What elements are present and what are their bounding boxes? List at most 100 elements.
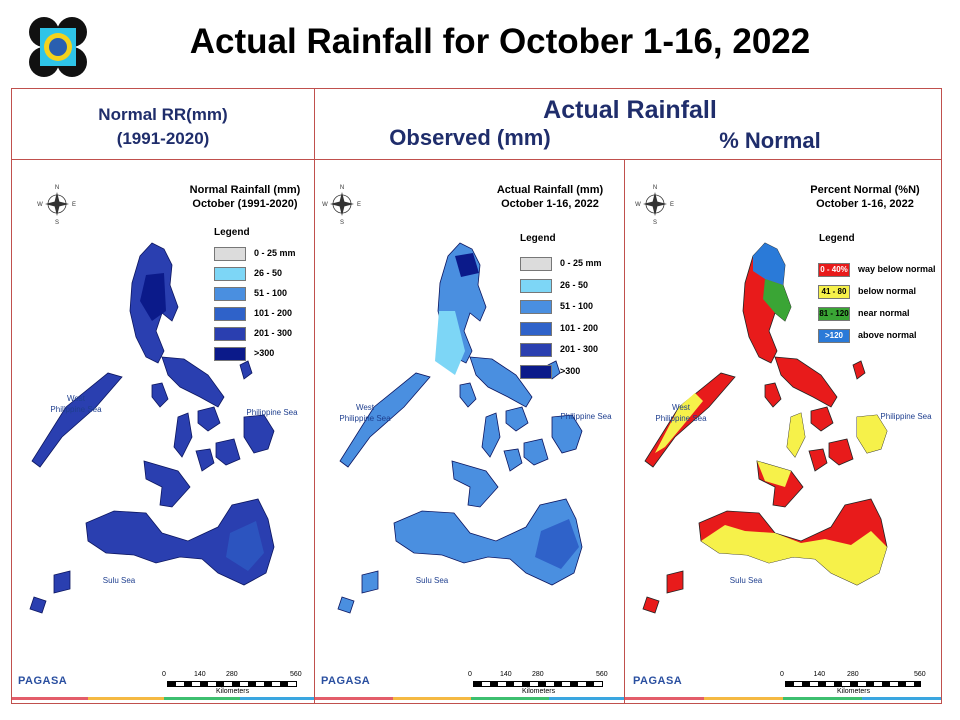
bottom-stripe-blue (240, 697, 314, 700)
legend-label: below normal (858, 286, 917, 296)
panel-title: Actual Rainfall (mm) October 1-16, 2022 (485, 183, 615, 211)
scale-bar-graphic (785, 681, 921, 687)
bottom-stripe-blue (862, 697, 941, 700)
scale-bar-graphic (473, 681, 603, 687)
legend-swatch (214, 267, 246, 281)
normal-header: Normal RR(mm) (1991-2020) (12, 103, 314, 151)
panel-title-line2: October 1-16, 2022 (816, 198, 914, 210)
legend-label: 51 - 100 (560, 301, 594, 311)
legend-label: 0 - 25 mm (560, 258, 602, 268)
observed-header: Observed (mm) (389, 125, 551, 150)
percent-normal-map: N S W E (635, 185, 888, 614)
actual-rainfall-map-panel: N S W E Actual Rainfall (mm) October 1-1… (315, 161, 624, 702)
legend-swatch (520, 278, 552, 293)
legend-swatch (214, 327, 246, 341)
pagasa-logo: PAGASA (321, 675, 371, 687)
svg-text:E: E (670, 202, 674, 208)
legend-swatch (214, 307, 246, 321)
legend-swatch (214, 287, 246, 301)
bottom-stripe-green (783, 697, 862, 700)
svg-text:E: E (357, 202, 361, 208)
panel-title-line2: October (1991-2020) (192, 198, 298, 210)
scale-tick-label: 560 (290, 671, 302, 678)
normal-header-line1: Normal RR(mm) (98, 105, 228, 124)
panel-title-line2: October 1-16, 2022 (501, 198, 599, 210)
legend-label: above normal (858, 330, 917, 340)
legend-label: 101 - 200 (254, 308, 293, 318)
divider-right (624, 159, 625, 704)
scale-tick-label: 280 (847, 671, 859, 678)
panel-title: Percent Normal (%N) October 1-16, 2022 (795, 183, 935, 211)
philippine-sea-label: Philippine Sea (246, 408, 298, 417)
svg-text:N: N (340, 185, 344, 191)
dost-logo (24, 14, 92, 80)
west-philippine-sea-label: West Philippine Sea (655, 403, 707, 423)
panel-title-line1: Percent Normal (%N) (810, 184, 920, 196)
bottom-stripe-yellow (704, 697, 783, 700)
percent-normal-header: % Normal (719, 128, 821, 153)
legend-label: near normal (858, 308, 910, 318)
scale-unit-label: Kilometers (216, 688, 250, 695)
legend-label: 101 - 200 (560, 322, 599, 333)
content-frame (11, 88, 942, 704)
legend-swatch: 0 - 40% (818, 263, 850, 277)
sulu-sea-label: Sulu Sea (729, 576, 763, 585)
pagasa-logo: PAGASA (633, 675, 683, 687)
normal-rainfall-map: N S W E (29, 185, 275, 614)
header-divider (11, 159, 942, 160)
legend-label: way below normal (858, 264, 936, 274)
legend-title: Legend (214, 227, 250, 238)
scale-tick-label: 0 (162, 671, 166, 678)
svg-text:N: N (55, 185, 59, 191)
pagasa-logo: PAGASA (18, 675, 68, 687)
legend-swatch (214, 347, 246, 361)
normal-rainfall-map-panel: N S W E Normal Rainfall (mm) October (19… (12, 161, 314, 702)
legend-label: 201 - 300 (560, 344, 599, 354)
bottom-stripe-yellow (393, 697, 471, 700)
svg-text:S: S (340, 220, 344, 226)
bottom-stripe-green (164, 697, 240, 700)
bottom-stripe-red (315, 697, 393, 700)
legend-swatch: 41 - 80 (818, 285, 850, 299)
scale-tick-label: 0 (780, 671, 784, 678)
legend-swatch: >120 (818, 329, 850, 343)
legend-label: 0 - 25 mm (254, 248, 296, 258)
page-title: Actual Rainfall for October 1-16, 2022 (189, 22, 811, 61)
scale-tick-label: 0 (468, 671, 472, 678)
legend-label: 51 - 100 (254, 288, 288, 298)
sulu-sea-label: Sulu Sea (415, 576, 449, 585)
legend-swatch (520, 257, 552, 271)
philippine-sea-label: Philippine Sea (880, 412, 932, 421)
legend-swatch (520, 364, 552, 379)
panel-title: Normal Rainfall (mm) October (1991-2020) (180, 183, 310, 211)
panel-title-line1: Actual Rainfall (mm) (496, 184, 604, 196)
bottom-stripe-green (471, 697, 549, 700)
bottom-stripe-red (625, 697, 704, 700)
scale-tick-label: 140 (194, 671, 206, 678)
scale-tick-label: 140 (813, 671, 826, 678)
west-philippine-sea-label: West Philippine Sea (50, 394, 102, 414)
bottom-stripe-blue (549, 697, 624, 700)
legend-swatch (214, 247, 246, 261)
bottom-stripe-red (12, 697, 88, 700)
legend-swatch (520, 300, 552, 314)
actual-rainfall-header: Actual Rainfall (543, 96, 717, 124)
legend-title: Legend (819, 233, 855, 244)
scale-tick-label: 280 (226, 671, 238, 678)
philippine-sea-label: Philippine Sea (560, 412, 612, 421)
compass-icon: N S W E (322, 185, 361, 226)
divider-left (314, 88, 315, 704)
svg-text:W: W (37, 202, 43, 208)
west-philippine-sea-label: West Philippine Sea (339, 403, 391, 423)
sulu-sea-label: Sulu Sea (102, 576, 136, 585)
bottom-stripe-yellow (88, 697, 164, 700)
scale-tick-label: 280 (532, 671, 544, 678)
svg-text:S: S (55, 220, 59, 226)
legend-label: >300 (560, 365, 581, 376)
scale-unit-label: Kilometers (837, 688, 871, 695)
svg-text:S: S (653, 220, 657, 226)
legend-label: 26 - 50 (254, 268, 283, 278)
legend-label: 26 - 50 (560, 279, 589, 290)
legend-label: >300 (254, 348, 275, 358)
actual-rainfall-map: N S W E (322, 185, 583, 614)
